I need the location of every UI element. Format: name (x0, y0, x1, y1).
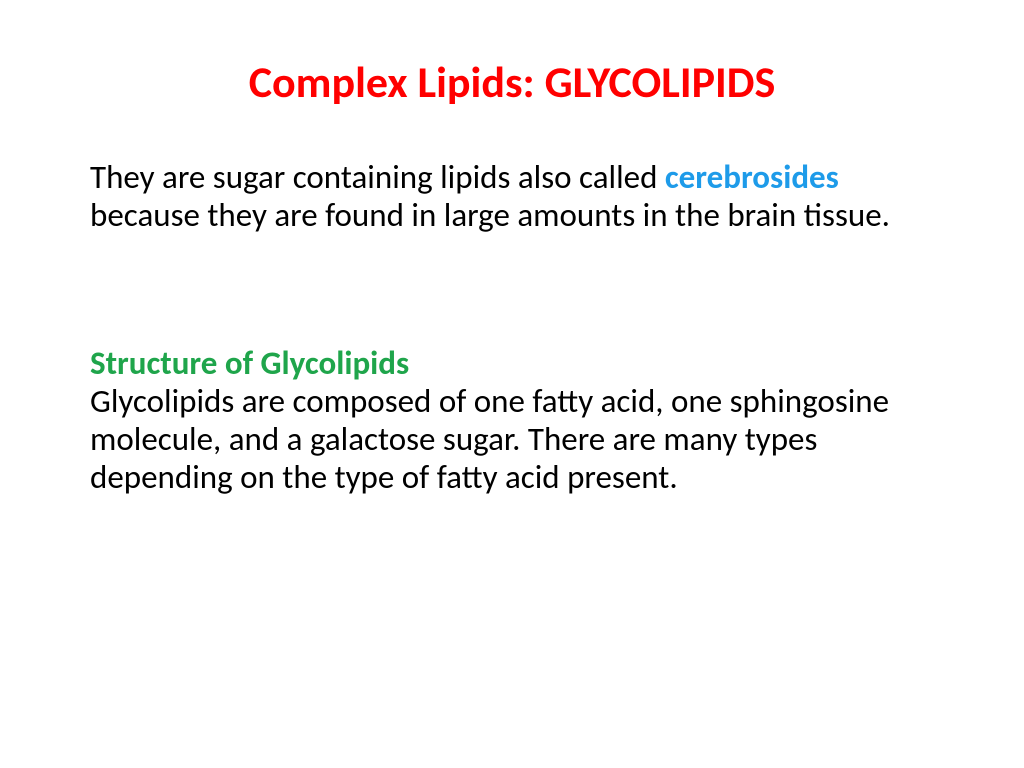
para2-text: Glycolipids are composed of one fatty ac… (90, 383, 934, 497)
paragraph-1: They are sugar containing lipids also ca… (90, 159, 934, 235)
keyword-cerebrosides: cerebrosides (665, 157, 839, 197)
slide-container: Complex Lipids: GLYCOLIPIDS They are sug… (0, 0, 1024, 768)
para1-post-text: because they are found in large amounts … (90, 195, 890, 235)
subheading-structure: Structure of Glycolipids (90, 345, 934, 383)
paragraph-2-block: Structure of Glycolipids Glycolipids are… (90, 345, 934, 497)
para1-pre-text: They are sugar containing lipids also ca… (90, 157, 665, 197)
slide-title: Complex Lipids: GLYCOLIPIDS (90, 55, 934, 109)
